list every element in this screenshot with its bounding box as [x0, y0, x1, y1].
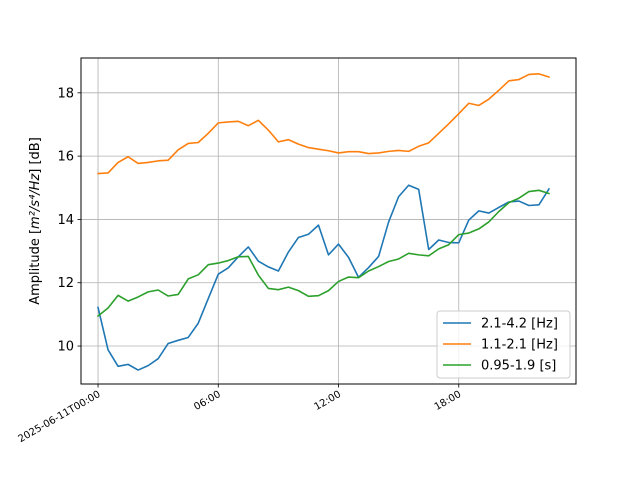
legend-label: 2.1-4.2 [Hz]: [481, 317, 558, 332]
y-axis-label: Amplitude [m²/s⁴/Hz] [dB]: [28, 137, 43, 305]
legend-box: [436, 310, 571, 379]
y-axis-label-unit: m²/s⁴/Hz: [28, 173, 43, 229]
axes-frame: [80, 57, 577, 385]
y-axis: 10 12 14 16 18: [57, 86, 81, 355]
y-tick-label: 16: [57, 150, 74, 165]
series-line-1: [97, 184, 551, 371]
series-line-3: [96, 189, 550, 318]
legend-label: 0.95-1.9 [s]: [481, 359, 556, 374]
legend-label: 1.1-2.1 [Hz]: [481, 338, 558, 353]
series-line-2: [97, 73, 550, 175]
y-axis-label-suffix: ] [dB]: [28, 137, 43, 174]
y-tick-label: 12: [57, 276, 74, 291]
series-layer: [96, 73, 551, 371]
y-tick-label: 10: [57, 340, 74, 355]
legend: 2.1-4.2 [Hz] 1.1-2.1 [Hz] 0.95-1.9 [s]: [436, 310, 571, 379]
y-tick-label: 14: [57, 213, 74, 228]
y-tick-label: 18: [57, 86, 74, 101]
y-axis-label-prefix: Amplitude [: [28, 229, 43, 305]
